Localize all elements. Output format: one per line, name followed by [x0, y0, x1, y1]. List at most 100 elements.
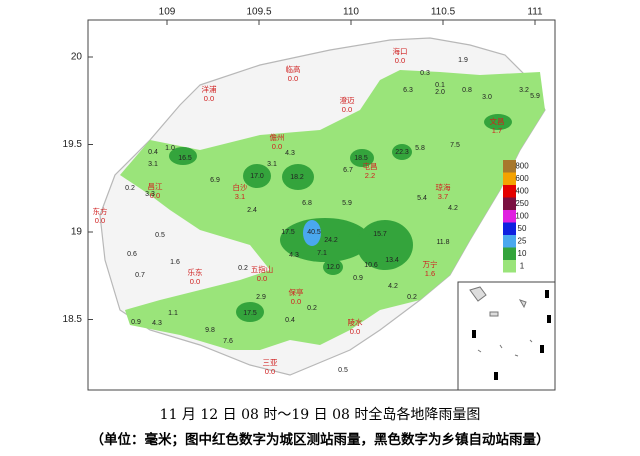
- station-rain: 15.7: [373, 231, 387, 238]
- city-name: 东方: [93, 206, 108, 216]
- city-name: 海口: [393, 46, 408, 56]
- station-rain: 1.0: [165, 145, 175, 152]
- city-rain: 0.0: [150, 191, 160, 200]
- station-rain: 3.2: [519, 87, 529, 94]
- station-rain: 3.3: [145, 191, 155, 198]
- city-rain: 3.7: [438, 192, 448, 201]
- station-rain: 2.9: [256, 294, 266, 301]
- station-rain: 0.2: [125, 185, 135, 192]
- station-rain: 4.3: [289, 252, 299, 259]
- station-rain: 5.8: [415, 145, 425, 152]
- city-name: 万宁: [423, 259, 438, 269]
- y-tick-label: 19: [71, 227, 83, 238]
- station-rain: 0.5: [155, 232, 165, 239]
- station-rain: 3.1: [267, 161, 277, 168]
- city-name: 屯昌: [363, 161, 378, 171]
- city-rain: 0.0: [342, 105, 352, 114]
- legend-label: 1: [520, 262, 525, 271]
- station-rain: 4.2: [388, 283, 398, 290]
- station-rain: 4.2: [448, 205, 458, 212]
- station-rain: 1.6: [170, 259, 180, 266]
- station-rain: 0.9: [131, 319, 141, 326]
- station-rain: 18.2: [290, 174, 304, 181]
- city-name: 乐东: [188, 267, 203, 277]
- station-rain: 0.8: [462, 87, 472, 94]
- city-rain: 0.0: [190, 277, 200, 286]
- station-rain: 7.1: [317, 250, 327, 257]
- city-rain: 0.0: [272, 142, 282, 151]
- station-rain: 0.1: [435, 82, 445, 89]
- city-name: 白沙: [233, 182, 248, 192]
- caption-note: （单位：毫米；图中红色数字为城区测站雨量，黑色数字为乡镇自动站雨量）: [90, 432, 550, 448]
- station-rain: 5.4: [417, 195, 427, 202]
- station-rain: 0.9: [353, 275, 363, 282]
- x-tick-label: 109.5: [246, 7, 271, 18]
- station-rain: 17.5: [281, 229, 295, 236]
- city-name: 儋州: [270, 132, 285, 142]
- legend-swatch: [503, 260, 516, 273]
- station-rain: 0.7: [135, 272, 145, 279]
- station-rain: 0.2: [407, 294, 417, 301]
- station-rain: 0.4: [148, 149, 158, 156]
- city-rain: 0.0: [257, 274, 267, 283]
- station-rain: 11.8: [436, 239, 449, 246]
- station-rain: 18.5: [354, 155, 368, 162]
- station-rain: 5.9: [342, 200, 352, 207]
- station-rain: 12.0: [326, 264, 340, 271]
- legend-label: 100: [515, 212, 529, 221]
- x-tick-label: 110: [343, 7, 359, 18]
- station-rain: 7.6: [223, 338, 233, 345]
- city-name: 琼海: [436, 182, 451, 192]
- station-rain: 17.5: [243, 310, 257, 317]
- city-name: 五指山: [251, 264, 274, 274]
- legend-swatch: [503, 172, 516, 185]
- legend-swatch: [503, 197, 516, 210]
- station-rain: 0.2: [307, 305, 317, 312]
- station-rain: 6.8: [302, 200, 312, 207]
- city-name: 三亚: [263, 358, 278, 367]
- station-rain: 0.5: [338, 367, 348, 374]
- station-rain: 0.2: [238, 265, 248, 272]
- city-name: 临高: [286, 64, 301, 74]
- legend-swatch: [503, 222, 516, 235]
- city-rain: 1.6: [425, 269, 435, 278]
- station-rain: 10.6: [364, 262, 378, 269]
- legend-swatch: [503, 210, 516, 223]
- x-tick-label: 109: [159, 7, 176, 18]
- legend-swatch: [503, 160, 516, 173]
- city-rain: 3.1: [235, 192, 245, 201]
- station-rain: 0.6: [127, 251, 137, 258]
- station-rain: 1.1: [168, 310, 178, 317]
- legend-label: 250: [515, 199, 529, 208]
- city-name: 保亭: [289, 287, 304, 297]
- station-rain: 40.5: [307, 229, 321, 236]
- x-tick-label: 111: [527, 7, 543, 18]
- city-name: 洋浦: [202, 84, 217, 94]
- legend-swatch: [503, 185, 516, 198]
- station-rain: 0.3: [420, 70, 430, 77]
- station-rain: 2.0: [435, 89, 445, 96]
- station-rain: 13.4: [385, 257, 399, 264]
- legend-label: 400: [515, 187, 529, 196]
- legend-label: 10: [518, 249, 527, 258]
- station-rain: 4.3: [152, 320, 162, 327]
- station-rain: 5.9: [530, 93, 540, 100]
- city-name: 文昌: [490, 116, 505, 126]
- caption-title: 11 月 12 日 08 时～19 日 08 时全岛各地降雨量图: [159, 407, 481, 423]
- legend-label: 50: [518, 224, 527, 233]
- city-rain: 2.2: [365, 171, 375, 180]
- station-rain: 6.7: [343, 167, 353, 174]
- x-tick-label: 110.5: [431, 7, 456, 18]
- station-rain: 0.4: [285, 317, 295, 324]
- station-rain: 1.9: [458, 57, 468, 64]
- station-rain: 16.5: [178, 155, 192, 162]
- y-tick-label: 19.5: [63, 139, 83, 150]
- station-rain: 17.0: [250, 173, 264, 180]
- city-rain: 0.0: [395, 56, 405, 65]
- station-rain: 6.3: [403, 87, 413, 94]
- rain-map: 109 109.5 110 110.5 1112019.51918.5800600400…: [63, 7, 556, 391]
- station-rain: 9.8: [205, 327, 215, 334]
- heavy-rain-areas: [169, 114, 512, 322]
- legend-label: 800: [515, 162, 529, 171]
